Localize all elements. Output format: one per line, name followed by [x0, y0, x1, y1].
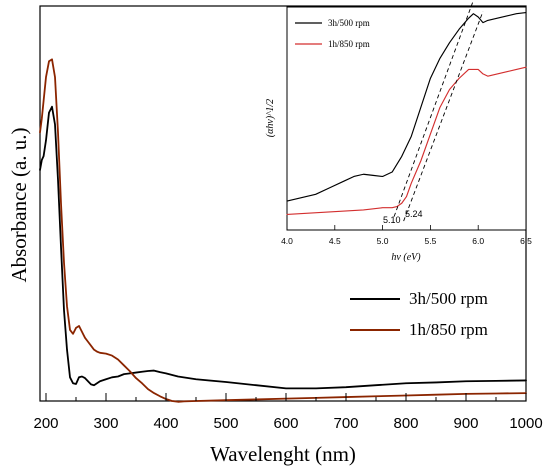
- inset-y-axis-label: (αhν)^1/2: [265, 99, 276, 137]
- inset-series-line-1h-850-rpm: [286, 66, 527, 215]
- inset-annotation-5-10: 5.10: [383, 215, 401, 225]
- inset-legend-item-3h-500-rpm-label: 3h/500 rpm: [328, 18, 370, 28]
- x-tick-label: 200: [33, 415, 58, 432]
- legend-item-3h-500-rpm-label: 3h/500 rpm: [409, 289, 488, 308]
- inset-plot: 4.0 4.5 5.0 5.5 6.0 6.5 hν (eV) (αhν)^1/2 3h/500…: [265, 0, 532, 263]
- x-tick-label: 800: [393, 415, 418, 432]
- inset-tangent-line-1: [393, 0, 474, 217]
- inset-series-line-3h-500-rpm: [286, 12, 527, 202]
- inset-legend-item-1h-850-rpm-label: 1h/850 rpm: [328, 39, 370, 49]
- inset-x-tick-label: 5.5: [424, 236, 436, 246]
- inset-annotation-5-24: 5.24: [405, 209, 423, 219]
- inset-tangent-line-2: [403, 11, 484, 222]
- x-tick-label: 700: [333, 415, 358, 432]
- inset-plot-frame: [286, 6, 527, 231]
- series-line-3h-500-rpm: [39, 105, 527, 390]
- x-tick-label: 400: [153, 415, 178, 432]
- main-legend: 3h/500 rpm 1h/850 rpm: [350, 289, 488, 339]
- y-axis-label: Absorbance (a. u.): [7, 127, 31, 282]
- x-tick-label: 900: [453, 415, 478, 432]
- inset-legend: 3h/500 rpm 1h/850 rpm: [295, 18, 370, 49]
- inset-x-tick-label: 5.0: [377, 236, 389, 246]
- x-tick-label: 300: [93, 415, 118, 432]
- series-line-1h-850-rpm: [39, 58, 527, 403]
- x-axis-label: Wavelenght (nm): [210, 442, 356, 466]
- inset-x-tick-label: 4.5: [329, 236, 341, 246]
- legend-item-1h-850-rpm-label: 1h/850 rpm: [409, 320, 488, 339]
- inset-x-tick-label: 6.5: [520, 236, 532, 246]
- x-tick-label: 600: [273, 415, 298, 432]
- x-tick-label: 1000: [509, 415, 542, 432]
- x-tick-label: 500: [213, 415, 238, 432]
- inset-x-axis-label: hν (eV): [391, 252, 421, 263]
- inset-x-tick-label: 4.0: [281, 236, 293, 246]
- inset-x-tick-label: 6.0: [472, 236, 484, 246]
